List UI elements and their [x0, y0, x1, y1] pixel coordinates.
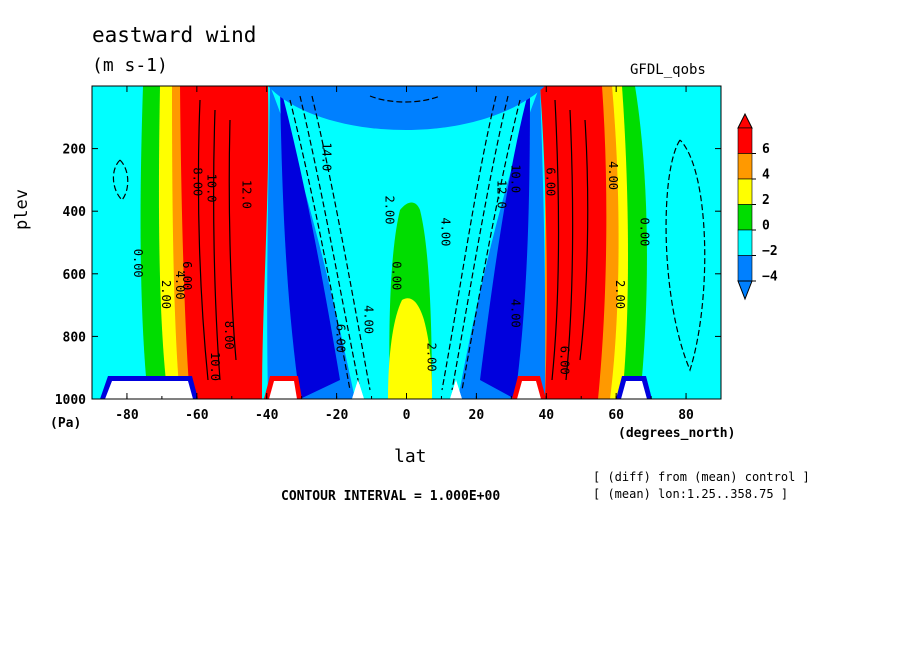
y-tick-label: 600 [63, 268, 87, 283]
colorbar-label: 2 [762, 193, 770, 208]
x-tick-label: -40 [255, 408, 279, 423]
contour-line [441, 95, 497, 391]
contour-line [112, 159, 129, 201]
contour-label: 10.0 [508, 164, 522, 193]
contour-label: 6.00 [180, 261, 194, 290]
colorbar-label: 0 [762, 218, 770, 233]
sh-jet-red [180, 86, 269, 399]
colorbar-segment [737, 153, 753, 180]
contour-line [299, 95, 361, 391]
y-axis-label: plev [12, 189, 32, 230]
y-axis-units: (Pa) [50, 416, 82, 431]
x-tick-label: -60 [185, 408, 209, 423]
contour-line [197, 99, 209, 381]
contour-line [665, 139, 706, 372]
contour-line [369, 95, 441, 103]
contour-label: 6.00 [543, 167, 557, 196]
topography-fill [621, 381, 647, 399]
y-tick-label: 200 [63, 143, 87, 158]
x-tick-label: 80 [678, 408, 694, 423]
contour-label: 2.00 [613, 280, 627, 309]
x-tick-label: 20 [469, 408, 485, 423]
contour-line [579, 119, 589, 361]
contour-line [461, 99, 521, 391]
contour-label: 2.00 [159, 280, 173, 309]
colorbar-label: −2 [762, 244, 778, 259]
colorbar-segment [737, 178, 753, 205]
contour-label: 10.0 [208, 352, 222, 381]
sh-easterly-dark [280, 86, 340, 399]
contour-line [451, 95, 509, 391]
contour-label: 4.00 [173, 271, 187, 300]
note-diff: [ (diff) from (mean) control ] [593, 470, 810, 484]
y-tick-label: 400 [63, 205, 87, 220]
nh-easterly-dark [480, 86, 530, 399]
contour-line [565, 109, 574, 381]
contour-label: 0.00 [390, 261, 404, 290]
contour-label: 14.0 [320, 142, 334, 171]
x-tick-label: -20 [325, 408, 349, 423]
eq-yellow [388, 298, 432, 399]
contour-label: 4.00 [606, 161, 620, 190]
contour-label: 6.00 [334, 324, 348, 353]
note-mean: [ (mean) lon:1.25..358.75 ] [593, 487, 789, 501]
colorbar-bottom-arrow [737, 280, 753, 301]
contour-label: 8.00 [222, 321, 236, 350]
contour-label: 0.00 [131, 249, 145, 278]
contour-label: 12.0 [239, 180, 253, 209]
x-tick-label: 0 [403, 408, 411, 423]
x-axis-units: (degrees_north) [618, 426, 736, 441]
x-axis-label: lat [394, 446, 427, 467]
chart-units: (m s-1) [92, 55, 168, 76]
topography-fill [105, 381, 193, 399]
contour-label: 8.00 [190, 167, 204, 196]
colorbar-top-arrow [737, 112, 753, 129]
y-tick-label: 800 [63, 330, 87, 345]
upper-blue [268, 86, 545, 130]
colorbar-segment [737, 229, 753, 256]
contour-label: 4.00 [362, 305, 376, 334]
colorbar-segment [737, 204, 753, 231]
topography-fill [450, 380, 462, 399]
contour-label: 6.00 [557, 346, 571, 375]
contour-line [289, 99, 351, 391]
x-tick-label: 40 [538, 408, 554, 423]
colorbar-segment [737, 255, 753, 282]
topography-fill [352, 380, 364, 399]
chart-title: eastward wind [92, 23, 257, 47]
dataset-label: GFDL_qobs [630, 62, 706, 78]
x-tick-label: -80 [115, 408, 139, 423]
contour-label: 2.00 [383, 196, 397, 225]
contour-line [213, 109, 221, 381]
contour-line [228, 119, 237, 361]
contour-interval: CONTOUR INTERVAL = 1.000E+00 [281, 489, 501, 504]
contour-label: 4.00 [438, 217, 452, 246]
colorbar-label: −4 [762, 269, 778, 284]
contour-label: 4.00 [508, 299, 522, 328]
colorbar-segment [737, 127, 753, 154]
topography-fill [269, 381, 297, 399]
contour-line [311, 95, 371, 391]
contour-label: 12.0 [494, 180, 508, 209]
x-tick-label: 60 [608, 408, 624, 423]
topography-fill [517, 381, 541, 399]
contour-label: 10.0 [204, 174, 218, 203]
contour-line [551, 99, 560, 381]
contour-label: 2.00 [424, 343, 438, 372]
contour-field: 12.010.08.006.004.002.000.008.0010.014.0… [92, 86, 721, 399]
colorbar-label: 6 [762, 142, 770, 157]
y-tick-label: 1000 [55, 393, 86, 408]
contour-label: 0.00 [638, 217, 652, 246]
colorbar-label: 4 [762, 167, 770, 182]
